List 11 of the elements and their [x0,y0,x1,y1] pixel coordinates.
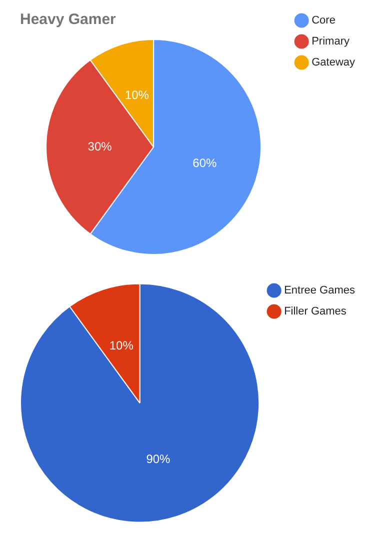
data-label: 60% [192,156,217,170]
legend-label: Entree Games [284,284,356,297]
data-label: 10% [124,88,150,102]
chart-title: Heavy Gamer [20,11,116,28]
legend-label: Filler Games [284,306,347,318]
legend-label: Core [312,14,336,27]
data-label: 90% [146,452,171,466]
legend-label: Primary [312,36,350,48]
data-label: 10% [109,338,134,353]
data-label: 30% [88,139,112,154]
legend-label: Gateway [312,56,356,69]
